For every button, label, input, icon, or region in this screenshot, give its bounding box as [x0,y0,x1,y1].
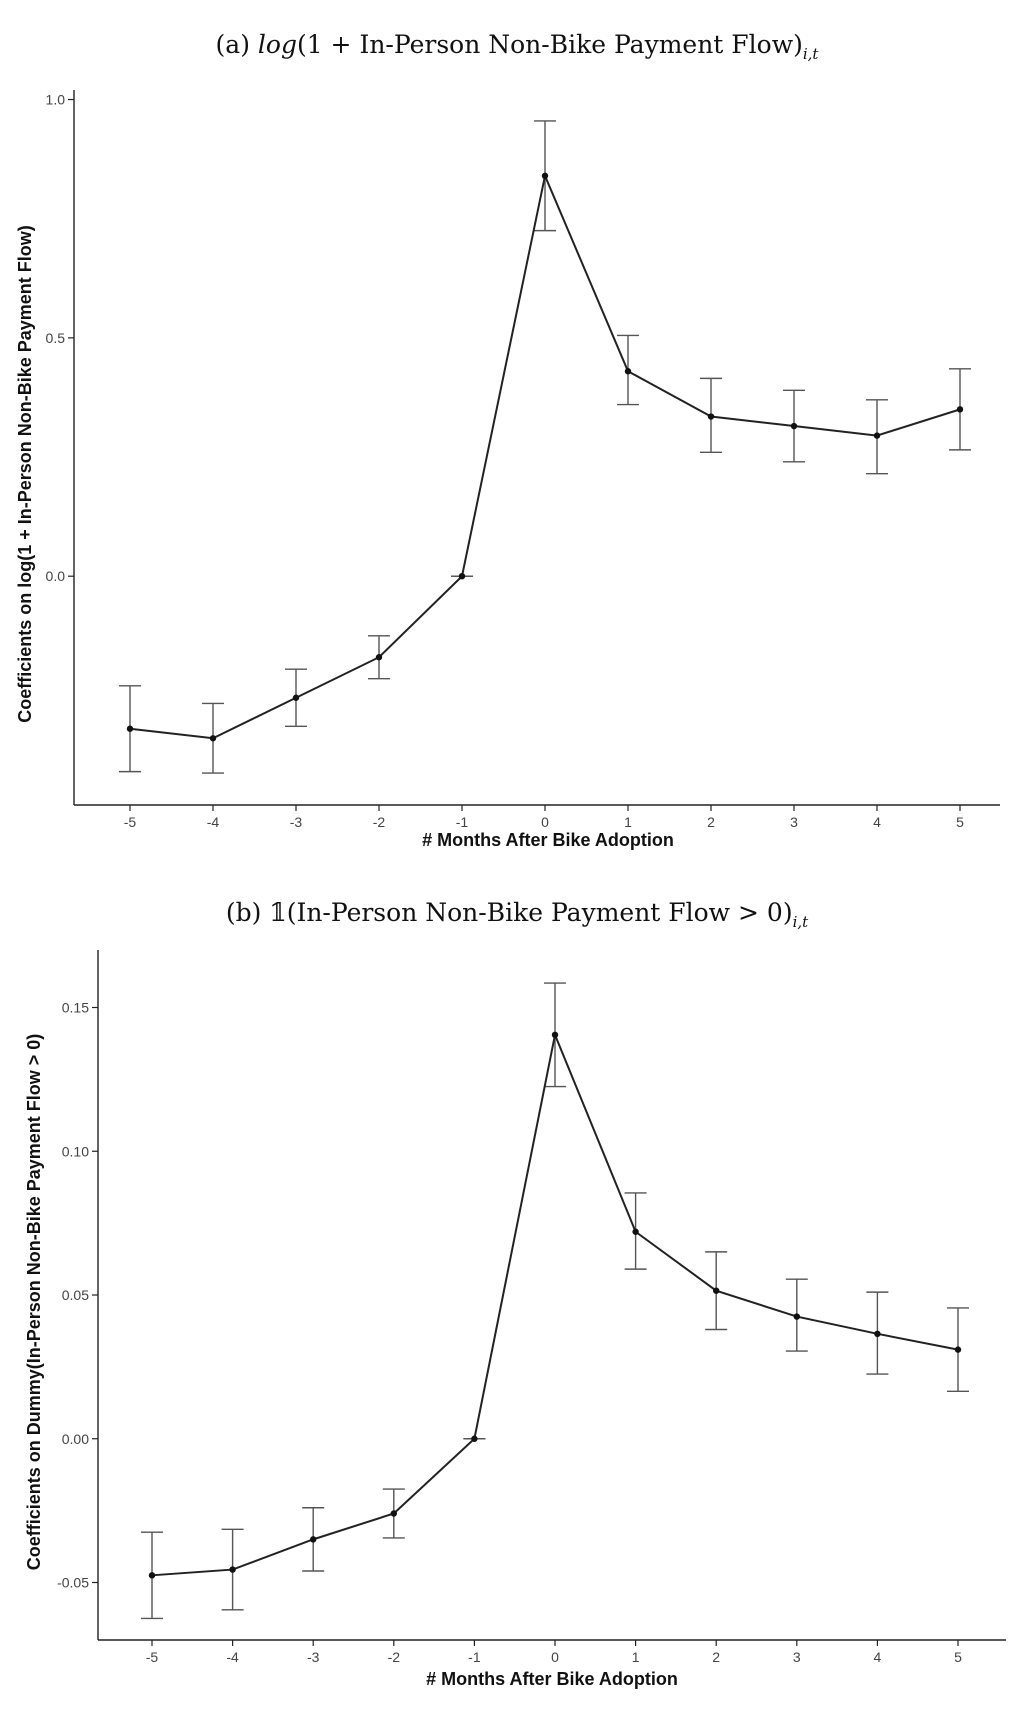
x-tick-label-a: 2 [707,814,715,830]
data-point-a [790,422,798,430]
y-tick-label-a: 0.5 [46,330,66,346]
data-point-b [874,1330,881,1338]
y-tick-label-b: 0.15 [62,1000,89,1016]
x-tick-label-b: -1 [468,1649,481,1665]
x-tick-label-b: 4 [874,1649,882,1665]
data-point-a [707,413,715,420]
data-point-a [624,368,632,375]
y-tick-label-b: 0.05 [62,1287,89,1303]
x-tick-label-a: -4 [207,814,220,830]
panel-a-caption-sub: i,t [802,45,819,63]
data-point-b [471,1435,478,1442]
x-tick-label-a: 0 [541,814,549,830]
data-point-b [954,1346,962,1353]
panel-b-caption-math: 𝟙 [269,898,287,927]
y-tick-label-b: 0.10 [62,1143,89,1159]
x-tick-label-a: -3 [290,814,303,830]
data-point-a [458,573,466,580]
data-point-b [148,1572,156,1579]
panel-b-caption-sub: i,t [792,913,809,931]
x-tick-label-a: 5 [956,814,964,830]
x-tick-label-a: 4 [873,814,881,830]
x-tick-label-b: 3 [793,1649,801,1665]
x-tick-label-a: -2 [373,814,386,830]
x-tick-label-a: -5 [124,814,137,830]
data-point-b [229,1566,236,1573]
panel-a-caption-prefix: (a) [215,30,258,59]
series-line-b [151,1031,959,1577]
y-axis-title-a: Coefficients on log(1 + In-Person Non-Bi… [15,225,35,723]
data-point-a [292,694,300,701]
y-tick-label-a: 0.0 [46,568,66,584]
series-line-a [129,172,961,740]
x-tick-label-b: 2 [712,1649,720,1665]
panel-b-caption: (b) 𝟙(In-Person Non-Bike Payment Flow > … [0,898,1034,931]
data-point-b [793,1313,800,1320]
x-tick-label-a: 3 [790,814,798,830]
panel-a-caption-text: (1 + In-Person Non-Bike Payment Flow) [296,30,803,59]
data-point-a [375,654,383,661]
data-point-a [209,735,217,742]
chart-panel-a: Coefficients on log(1 + In-Person Non-Bi… [15,90,1000,850]
data-point-b [310,1536,317,1543]
panel-a-caption: (a) log(1 + In-Person Non-Bike Payment F… [0,30,1034,63]
x-tick-label-a: 1 [624,814,632,830]
x-tick-label-b: 5 [954,1649,962,1665]
chart-panel-b: Coefficients on Dummy(In-Person Non-Bike… [24,950,1006,1689]
x-axis-title-b: # Months After Bike Adoption [426,1669,678,1689]
x-tick-label-b: -5 [146,1649,159,1665]
data-point-a [126,725,134,732]
data-point-a [956,406,964,413]
x-tick-label-b: -3 [307,1649,320,1665]
y-tick-label-b: 0.00 [62,1431,89,1447]
data-point-a [873,432,881,439]
x-tick-label-b: 1 [632,1649,640,1665]
x-axis-title-a: # Months After Bike Adoption [422,830,674,850]
y-axis-title-b: Coefficients on Dummy(In-Person Non-Bike… [24,1034,44,1571]
x-tick-label-a: -1 [456,814,469,830]
data-point-b [390,1510,397,1517]
panel-a-caption-math: log [257,30,297,59]
data-point-b [551,1031,559,1039]
panel-b-caption-prefix: (b) [225,898,270,927]
data-point-a [541,172,549,179]
x-tick-label-b: -2 [388,1649,401,1665]
y-tick-label-a: 1.0 [46,92,66,108]
y-tick-label-b: -0.05 [57,1575,89,1591]
data-point-b [632,1228,639,1235]
x-tick-label-b: 0 [551,1649,559,1665]
panel-b-caption-text: (In-Person Non-Bike Payment Flow > 0) [286,898,793,927]
x-tick-label-b: -4 [226,1649,239,1665]
data-point-b [713,1287,720,1294]
